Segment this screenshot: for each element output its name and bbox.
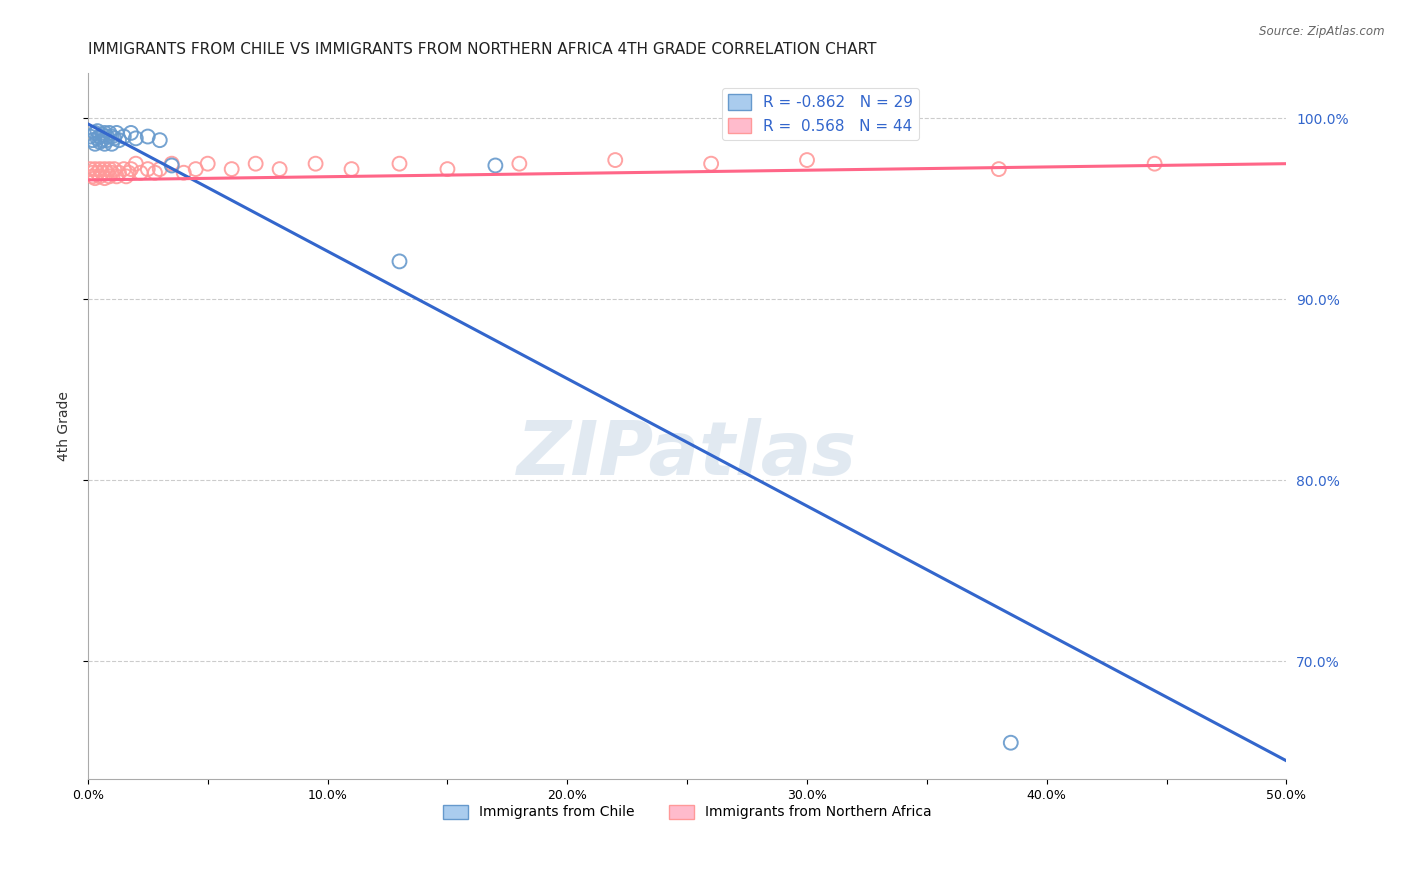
Point bbox=[304, 156, 326, 170]
Point bbox=[105, 126, 128, 140]
Point bbox=[143, 166, 166, 180]
Point bbox=[86, 166, 108, 180]
Point bbox=[160, 156, 183, 170]
Point bbox=[117, 166, 139, 180]
Point bbox=[93, 136, 115, 151]
Point bbox=[108, 133, 131, 147]
Point bbox=[84, 136, 107, 151]
Y-axis label: 4th Grade: 4th Grade bbox=[58, 391, 72, 461]
Point bbox=[149, 133, 172, 147]
Point bbox=[103, 131, 125, 145]
Legend: Immigrants from Chile, Immigrants from Northern Africa: Immigrants from Chile, Immigrants from N… bbox=[437, 799, 938, 825]
Point bbox=[82, 169, 104, 184]
Point bbox=[96, 129, 118, 144]
Point bbox=[93, 126, 115, 140]
Point bbox=[98, 162, 121, 177]
Point bbox=[484, 159, 506, 173]
Point bbox=[1143, 156, 1166, 170]
Point bbox=[98, 126, 121, 140]
Point bbox=[101, 129, 124, 144]
Point bbox=[221, 162, 243, 177]
Point bbox=[96, 133, 118, 147]
Point bbox=[436, 162, 458, 177]
Point bbox=[149, 162, 172, 177]
Point bbox=[197, 156, 219, 170]
Point bbox=[245, 156, 267, 170]
Point bbox=[89, 169, 111, 184]
Point bbox=[91, 166, 114, 180]
Point bbox=[173, 166, 195, 180]
Point bbox=[82, 133, 104, 147]
Point bbox=[388, 254, 411, 268]
Point bbox=[98, 169, 121, 184]
Point bbox=[103, 162, 125, 177]
Point bbox=[86, 124, 108, 138]
Point bbox=[125, 156, 148, 170]
Point bbox=[82, 166, 104, 180]
Point bbox=[89, 129, 111, 144]
Text: ZIPatlas: ZIPatlas bbox=[517, 417, 858, 491]
Point bbox=[605, 153, 627, 167]
Point bbox=[120, 162, 142, 177]
Text: IMMIGRANTS FROM CHILE VS IMMIGRANTS FROM NORTHERN AFRICA 4TH GRADE CORRELATION C: IMMIGRANTS FROM CHILE VS IMMIGRANTS FROM… bbox=[87, 42, 876, 57]
Point bbox=[84, 162, 107, 177]
Point bbox=[91, 128, 114, 142]
Point bbox=[105, 169, 128, 184]
Point bbox=[136, 162, 159, 177]
Point bbox=[112, 129, 135, 144]
Point bbox=[79, 129, 101, 144]
Point bbox=[388, 156, 411, 170]
Point bbox=[91, 133, 114, 147]
Point bbox=[115, 169, 138, 184]
Point bbox=[93, 171, 115, 186]
Point bbox=[112, 162, 135, 177]
Point bbox=[96, 166, 118, 180]
Point bbox=[129, 166, 152, 180]
Point bbox=[84, 171, 107, 186]
Point bbox=[269, 162, 291, 177]
Point bbox=[160, 159, 183, 173]
Point bbox=[101, 166, 124, 180]
Point bbox=[136, 129, 159, 144]
Point bbox=[84, 126, 107, 140]
Point bbox=[700, 156, 723, 170]
Point bbox=[508, 156, 530, 170]
Point bbox=[1000, 736, 1022, 750]
Point bbox=[796, 153, 818, 167]
Point bbox=[79, 162, 101, 177]
Point bbox=[89, 135, 111, 149]
Point bbox=[125, 131, 148, 145]
Point bbox=[89, 162, 111, 177]
Point bbox=[987, 162, 1010, 177]
Point bbox=[184, 162, 207, 177]
Text: Source: ZipAtlas.com: Source: ZipAtlas.com bbox=[1260, 25, 1385, 38]
Point bbox=[93, 162, 115, 177]
Point bbox=[120, 126, 142, 140]
Point bbox=[101, 136, 124, 151]
Point bbox=[108, 166, 131, 180]
Point bbox=[340, 162, 363, 177]
Point bbox=[86, 131, 108, 145]
